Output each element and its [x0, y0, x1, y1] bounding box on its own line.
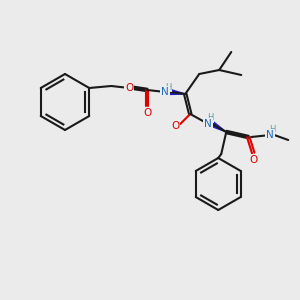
Text: O: O: [249, 155, 257, 165]
Text: H: H: [207, 113, 213, 122]
Text: H: H: [269, 124, 275, 134]
Text: N: N: [161, 87, 169, 97]
Text: N: N: [266, 130, 274, 140]
Polygon shape: [211, 122, 226, 132]
Polygon shape: [170, 89, 185, 94]
Text: N: N: [204, 119, 212, 129]
Text: H: H: [165, 82, 171, 91]
Text: O: O: [125, 83, 134, 93]
Text: O: O: [171, 121, 179, 131]
Text: O: O: [143, 108, 152, 118]
